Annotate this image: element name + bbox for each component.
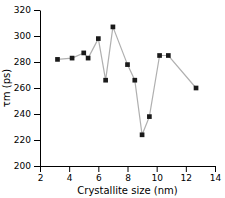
x-tick-label: 6 xyxy=(96,173,102,183)
point xyxy=(166,53,171,58)
x-tick-label: 8 xyxy=(125,173,131,183)
plot: 2 4 6 8 10 12 14 200 220 240 260 280 300 320 xyxy=(14,5,222,183)
y-tick: 200 xyxy=(14,161,40,171)
y-tick-label: 220 xyxy=(14,135,31,145)
chart: 2 4 6 8 10 12 14 200 220 240 260 280 300 320 Crystalli… xyxy=(0,0,225,198)
x-axis: 2 4 6 8 10 12 14 xyxy=(38,166,222,183)
x-tick: 2 xyxy=(38,166,44,183)
y-tick-mark xyxy=(34,10,40,11)
x-tick: 10 xyxy=(151,166,163,183)
x-tick-mark xyxy=(157,166,158,172)
y-tick-mark xyxy=(34,62,40,63)
point xyxy=(96,36,101,41)
x-tick-mark xyxy=(69,166,70,172)
y-tick-mark xyxy=(34,140,40,141)
y-tick: 240 xyxy=(14,109,40,119)
y-tick: 220 xyxy=(14,135,40,145)
y-tick-label: 280 xyxy=(14,57,31,67)
point xyxy=(132,78,137,83)
point xyxy=(111,25,116,30)
x-tick-label: 14 xyxy=(210,173,222,183)
point xyxy=(103,78,108,83)
marks xyxy=(55,25,198,138)
x-tick: 14 xyxy=(210,166,222,183)
x-tick: 4 xyxy=(67,166,73,183)
y-tick-mark xyxy=(34,88,40,89)
point xyxy=(157,53,162,58)
point xyxy=(147,114,152,119)
x-tick: 8 xyxy=(125,166,131,183)
point xyxy=(81,51,86,56)
x-tick-mark xyxy=(128,166,129,172)
x-tick-label: 4 xyxy=(67,173,73,183)
y-tick-mark xyxy=(34,36,40,37)
x-axis-title: Crystallite size (nm) xyxy=(77,185,177,196)
point xyxy=(55,57,60,62)
y-tick: 300 xyxy=(14,31,40,41)
x-tick-label: 10 xyxy=(151,173,163,183)
x-tick-label: 2 xyxy=(38,173,44,183)
x-tick: 6 xyxy=(96,166,102,183)
point xyxy=(86,56,91,61)
y-axis-line xyxy=(40,11,41,167)
point xyxy=(194,86,199,91)
y-tick-label: 260 xyxy=(14,83,31,93)
x-tick-mark xyxy=(40,166,41,172)
y-tick: 260 xyxy=(14,83,40,93)
y-tick: 280 xyxy=(14,57,40,67)
y-axis-title: τm (ps) xyxy=(1,69,12,107)
y-tick: 320 xyxy=(14,5,40,15)
x-tick-mark xyxy=(215,166,216,172)
point xyxy=(70,56,75,61)
line xyxy=(58,27,197,135)
y-axis: 200 220 240 260 280 300 320 xyxy=(14,5,41,171)
y-tick-label: 320 xyxy=(14,5,31,15)
point xyxy=(125,62,130,67)
point xyxy=(140,132,145,137)
y-tick-mark xyxy=(34,166,40,167)
y-tick-label: 300 xyxy=(14,31,31,41)
x-tick: 12 xyxy=(181,166,192,183)
y-tick-label: 240 xyxy=(14,109,31,119)
y-tick-mark xyxy=(34,114,40,115)
x-tick-label: 12 xyxy=(181,173,192,183)
x-tick-mark xyxy=(98,166,99,172)
y-tick-label: 200 xyxy=(14,161,31,171)
x-tick-mark xyxy=(186,166,187,172)
